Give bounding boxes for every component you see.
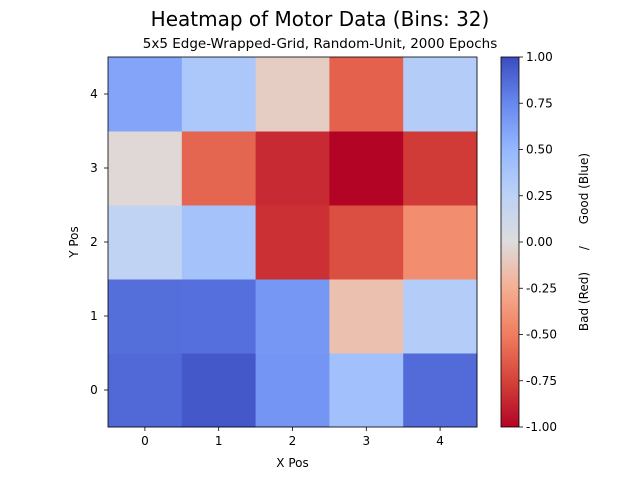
y-tick-label: 3: [90, 161, 98, 175]
heatmap-cell-x1-y0: [181, 353, 257, 428]
x-tick-label: 2: [289, 434, 297, 448]
heatmap-cells: [108, 57, 478, 428]
x-tick-label: 1: [215, 434, 223, 448]
heatmap-cell-x1-y3: [181, 131, 257, 206]
colorbar-label-separator: /: [577, 245, 591, 250]
heatmap-cell-x3-y3: [329, 131, 404, 206]
colorbar-tick-label: 0.00: [526, 235, 553, 249]
colorbar-label-good: Good (Blue): [577, 153, 591, 224]
heatmap-cell-x0-y0: [108, 353, 183, 428]
colorbar-label: Bad (Red) / Good (Blue): [577, 153, 591, 331]
y-tick-label: 0: [90, 383, 98, 397]
colorbar-tick-label: -0.25: [526, 281, 557, 295]
heatmap-cell-x2-y3: [255, 131, 330, 206]
heatmap-cell-x2-y0: [255, 353, 330, 428]
colorbar-tick-label: -0.50: [526, 328, 557, 342]
heatmap-cell-x0-y4: [108, 57, 183, 132]
heatmap-cell-x1-y4: [181, 57, 257, 132]
colorbar-tick-label: -0.75: [526, 374, 557, 388]
heatmap-cell-x0-y3: [108, 131, 183, 206]
colorbar-tick-label: 0.50: [526, 143, 553, 157]
heatmap-cell-x4-y0: [403, 353, 478, 428]
heatmap-cell-x4-y4: [403, 57, 478, 132]
heatmap-cell-x3-y4: [329, 57, 404, 132]
x-tick-label: 4: [436, 434, 444, 448]
y-axis-ticks: 0 1 2 3 4: [90, 87, 108, 397]
colorbar-ticks: -1.00 -0.75 -0.50 -0.25 0.00 0.25 0.50 0.75 1.00: [519, 50, 557, 434]
heatmap-cell-x3-y1: [329, 279, 404, 354]
heatmap-cell-x1-y2: [181, 205, 257, 280]
colorbar-tick-label: 1.00: [526, 50, 553, 64]
heatmap-cell-x2-y2: [255, 205, 330, 280]
x-axis-label: X Pos: [276, 456, 308, 470]
y-axis-label: Y Pos: [67, 226, 81, 259]
y-tick-label: 2: [90, 235, 98, 249]
heatmap-cell-x4-y3: [403, 131, 478, 206]
chart-title: Heatmap of Motor Data (Bins: 32): [150, 7, 490, 31]
colorbar-tick-label: 0.75: [526, 96, 553, 110]
heatmap-cell-x2-y4: [255, 57, 330, 132]
heatmap-cell-x4-y1: [403, 279, 478, 354]
heatmap-cell-x0-y2: [108, 205, 183, 280]
y-tick-label: 4: [90, 87, 98, 101]
colorbar-tick-label: -1.00: [526, 420, 557, 434]
x-tick-label: 0: [141, 434, 149, 448]
heatmap-cell-x3-y0: [329, 353, 404, 428]
x-tick-label: 3: [362, 434, 370, 448]
heatmap-cell-x4-y2: [403, 205, 478, 280]
heatmap-cell-x2-y1: [255, 279, 330, 354]
heatmap-cell-x0-y1: [108, 279, 183, 354]
colorbar-tick-label: 0.25: [526, 189, 553, 203]
chart-subtitle: 5x5 Edge-Wrapped-Grid, Random-Unit, 2000…: [142, 36, 498, 52]
colorbar-label-bad: Bad (Red): [577, 272, 591, 331]
colorbar: [500, 56, 520, 428]
heatmap-cell-x1-y1: [181, 279, 257, 354]
x-axis-ticks: 0 1 2 3 4: [141, 427, 444, 448]
y-tick-label: 1: [90, 309, 98, 323]
heatmap-cell-x3-y2: [329, 205, 404, 280]
